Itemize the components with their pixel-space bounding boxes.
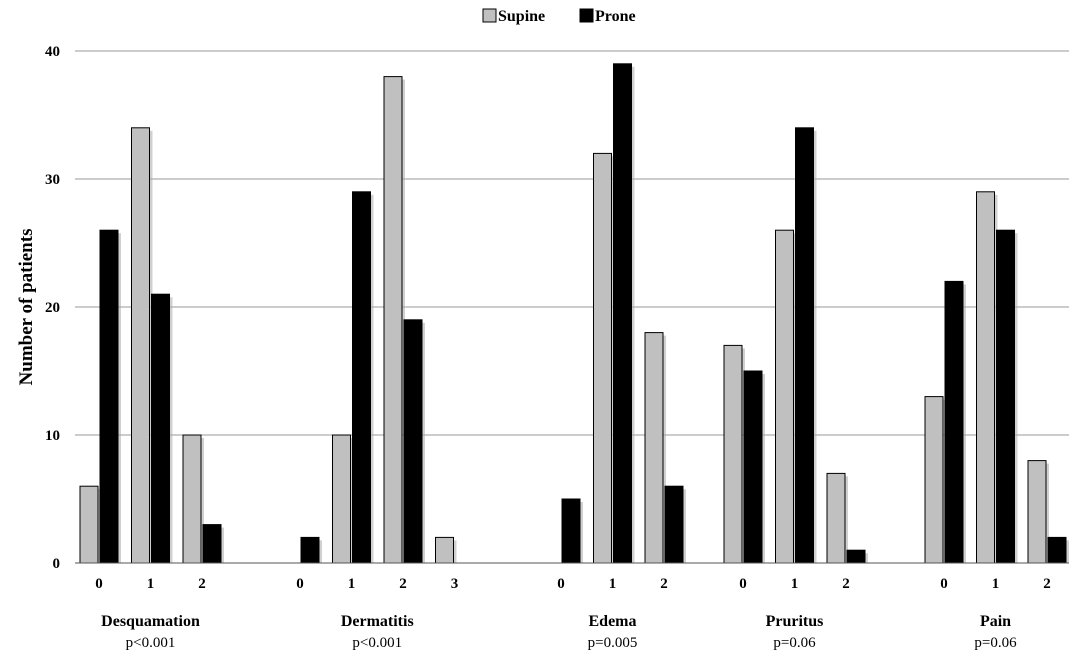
bar-supine-pruritus-1 [775,229,794,564]
group-pvalue: p=0.005 [588,635,638,651]
gridlines [75,50,1069,436]
x-tick-label: 2 [1043,576,1051,592]
legend-swatch-supine [482,8,497,23]
group-name: Edema [589,613,637,630]
group-name: Pain [980,613,1011,630]
bar-supine-desquamation-1 [131,127,150,564]
bar-supine-pain-1 [976,191,995,564]
bar-prone-pain-1 [996,229,1015,564]
bar-prone-desquamation-1 [151,293,170,564]
x-tick-label: 2 [842,576,850,592]
x-tick-label: 1 [348,576,356,592]
bars [79,63,1069,564]
bar-prone-edema-2 [664,485,684,564]
bar-supine-pain-2 [1027,460,1047,564]
bar-supine-dermatitis-1 [332,434,351,564]
bar-prone-pruritus-2 [846,549,866,564]
bar-prone-dermatitis-2 [403,319,423,564]
y-tick-label: 40 [45,44,60,60]
bar-prone-dermatitis-1 [352,191,371,564]
bar-supine-pruritus-2 [826,472,846,564]
x-tick-label: 1 [992,576,1000,592]
bar-supine-dermatitis-2 [383,76,403,564]
y-axis-label: Number of patients [16,229,37,386]
legend-swatch-prone [579,8,594,23]
x-tick-label: 2 [660,576,668,592]
group-pvalue: p=0.06 [974,635,1017,651]
bar-prone-pain-0 [944,280,964,564]
x-tick-label: 3 [451,576,459,592]
y-axis-ticks: 0 10 20 30 40 [45,44,60,572]
y-tick-label: 0 [53,556,61,572]
x-axis-ticks: 0 1 2 0 1 2 3 0 1 2 0 1 2 0 1 2 [95,576,1051,592]
x-tick-label: 1 [609,576,617,592]
x-tick-label: 0 [739,576,747,592]
group-name: Dermatitis [341,613,414,630]
x-tick-label: 2 [399,576,407,592]
bar-prone-pruritus-0 [743,370,763,564]
bar-supine-edema-1 [593,152,612,564]
bar-prone-pruritus-1 [795,127,814,564]
y-tick-label: 10 [45,428,60,444]
x-tick-label: 1 [147,576,155,592]
x-tick-label: 0 [95,576,103,592]
bar-supine-edema-2 [644,332,664,564]
y-tick-label: 30 [45,172,60,188]
group-pvalue: p<0.001 [126,635,176,651]
bar-supine-dermatitis-3 [435,536,454,564]
bar-prone-pain-2 [1047,536,1067,564]
group-pvalue: p<0.001 [352,635,402,651]
bar-prone-desquamation-0 [99,229,119,564]
x-tick-label: 0 [296,576,304,592]
bar-supine-pruritus-0 [723,344,743,564]
x-tick-label: 0 [940,576,948,592]
x-tick-label: 1 [791,576,799,592]
bar-supine-pain-0 [924,396,944,564]
bar-supine-desquamation-0 [79,485,99,564]
legend: Supine Prone [482,8,636,25]
group-name: Pruritus [766,613,824,630]
bar-prone-edema-1 [613,63,632,564]
group-name: Desquamation [101,613,200,630]
bar-prone-edema-0 [561,498,581,564]
y-tick-label: 20 [45,300,60,316]
x-tick-label: 0 [557,576,565,592]
bar-prone-dermatitis-0 [300,536,320,564]
group-pvalue: p=0.06 [773,635,816,651]
legend-label-supine: Supine [498,8,545,25]
bar-supine-desquamation-2 [182,434,202,564]
group-labels: Desquamation p<0.001 Dermatitis p<0.001 Edem… [101,613,1017,651]
bar-prone-desquamation-2 [202,524,222,564]
x-tick-label: 2 [198,576,206,592]
legend-label-prone: Prone [595,8,636,25]
